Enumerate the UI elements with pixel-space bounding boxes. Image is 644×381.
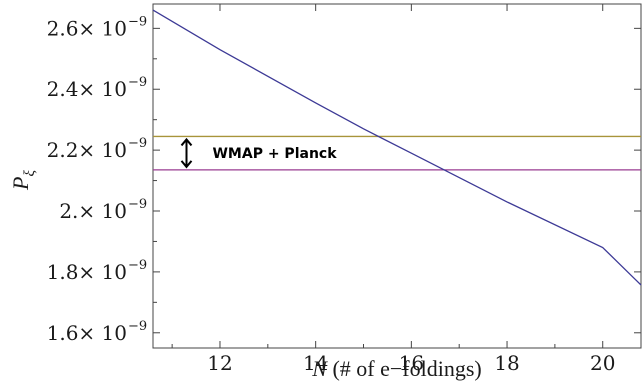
y-tick-times: × 10 — [78, 16, 127, 40]
annotation: WMAP + Planck — [180, 137, 337, 169]
y-tick-exponent: −9 — [128, 136, 147, 151]
y-tick-mantissa-value: 1.8 — [47, 260, 79, 284]
y-tick-mantissa: 2.6× 10 — [47, 16, 127, 40]
y-tick-times: × 10 — [78, 138, 127, 162]
y-tick-mantissa: 2.4× 10 — [47, 77, 127, 101]
x-axis-variable: N — [311, 356, 328, 381]
x-tick-label: 12 — [207, 351, 232, 375]
y-tick-mantissa-value: 1.6 — [47, 321, 79, 345]
tick-group: 12 14 16 18 201.6× 10 −91.8× 10 −92.× 10 −92.2×… — [47, 4, 641, 375]
y-tick-mantissa-value: 2.6 — [47, 16, 79, 40]
y-tick-mantissa-value: 2.4 — [47, 77, 79, 101]
y-axis-label: Pξ — [8, 169, 38, 190]
annotation-label: WMAP + Planck — [212, 146, 337, 162]
y-tick-mantissa-value: 2.2 — [47, 138, 79, 162]
y-tick-label: 2.4× 10 −9 — [47, 75, 148, 101]
series-line — [152, 9, 642, 286]
y-axis-subscript: ξ — [22, 169, 38, 176]
x-axis-label: N (# of e−foldings) — [311, 356, 481, 381]
y-tick-label: 2.2× 10 −9 — [47, 136, 148, 162]
y-tick-exponent: −9 — [128, 258, 147, 273]
bound-lines — [153, 135, 641, 171]
y-tick-mantissa: 1.8× 10 — [47, 260, 127, 284]
y-tick-exponent: −9 — [128, 197, 147, 212]
y-tick-mantissa: 1.6× 10 — [47, 321, 127, 345]
y-tick-mantissa: 2.2× 10 — [47, 138, 127, 162]
y-tick-mantissa-value: 2. — [59, 199, 78, 223]
y-tick-exponent: −9 — [128, 14, 147, 29]
x-axis-description: (# of e−foldings) — [327, 356, 482, 381]
y-tick-exponent: −9 — [128, 75, 147, 90]
x-tick-label: 20 — [590, 351, 615, 375]
x-tick-label: 16 — [399, 351, 424, 375]
x-tick-label: 14 — [303, 351, 328, 375]
y-tick-times: × 10 — [78, 260, 127, 284]
annotation-arrowhead-bottom — [180, 160, 193, 169]
y-tick-label: 1.8× 10 −9 — [47, 258, 148, 284]
y-tick-times: × 10 — [78, 77, 127, 101]
annotation-arrowhead-top — [180, 137, 193, 147]
plot-frame — [152, 3, 642, 349]
y-tick-times: × 10 — [78, 321, 127, 345]
y-tick-label: 2.× 10 −9 — [59, 197, 147, 223]
y-tick-exponent: −9 — [128, 319, 147, 334]
y-tick-mantissa: 2.× 10 — [59, 199, 127, 223]
y-tick-label: 1.6× 10 −9 — [47, 319, 148, 345]
y-tick-label: 2.6× 10 −9 — [47, 14, 148, 40]
y-axis-variable: P — [8, 176, 33, 190]
y-tick-times: × 10 — [78, 199, 127, 223]
x-tick-label: 18 — [494, 351, 519, 375]
